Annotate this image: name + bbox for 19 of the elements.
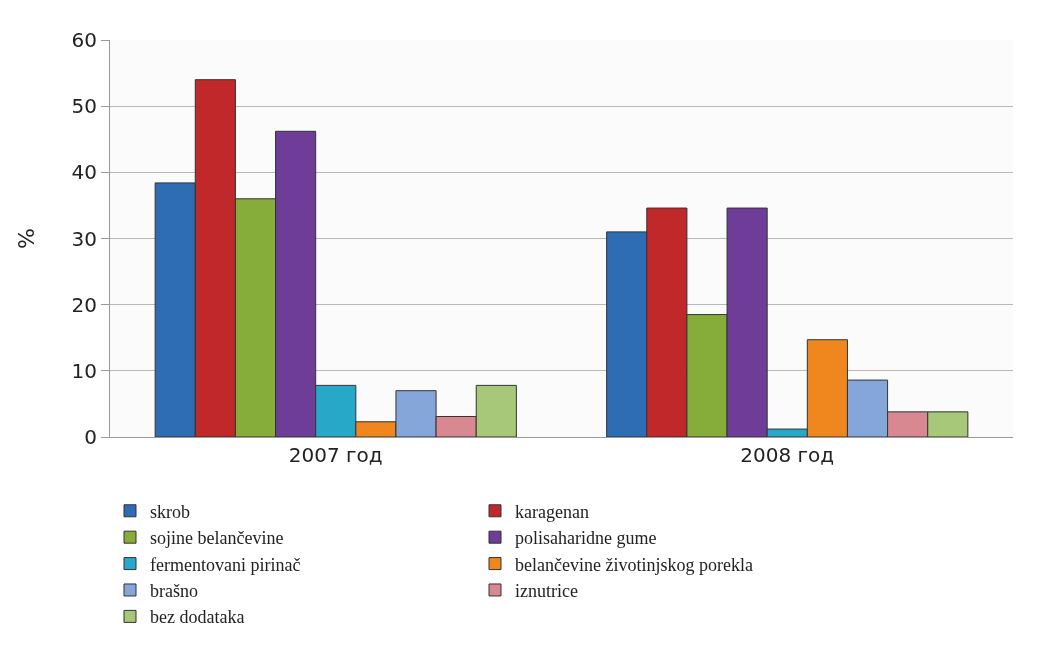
- legend-label: belančevine životinjskog porekla: [515, 554, 753, 575]
- y-tick-label: 20: [71, 292, 97, 317]
- y-tick-label: 10: [71, 358, 97, 383]
- legend-label: karagenan: [515, 501, 589, 522]
- y-tick-label: 30: [71, 226, 97, 251]
- legend-label: fermentovani pirinač: [150, 554, 301, 575]
- y-tick-label: 60: [71, 28, 97, 52]
- x-tick-label: 2008 год: [740, 443, 835, 467]
- legend-label: polisaharidne gume: [515, 528, 657, 549]
- y-axis-title: %: [14, 228, 40, 249]
- y-tick-label: 50: [71, 94, 97, 119]
- legend-label: iznutrice: [515, 581, 578, 601]
- legend-label: sojine belančevine: [150, 528, 284, 549]
- y-tick-label: 40: [71, 160, 97, 185]
- y-tick-label: 0: [84, 425, 97, 449]
- legend-label: brašno: [150, 581, 198, 601]
- x-tick-label: 2007 год: [288, 443, 383, 467]
- legend-label: skrob: [150, 501, 190, 522]
- legend-label: bez dodataka: [150, 607, 245, 628]
